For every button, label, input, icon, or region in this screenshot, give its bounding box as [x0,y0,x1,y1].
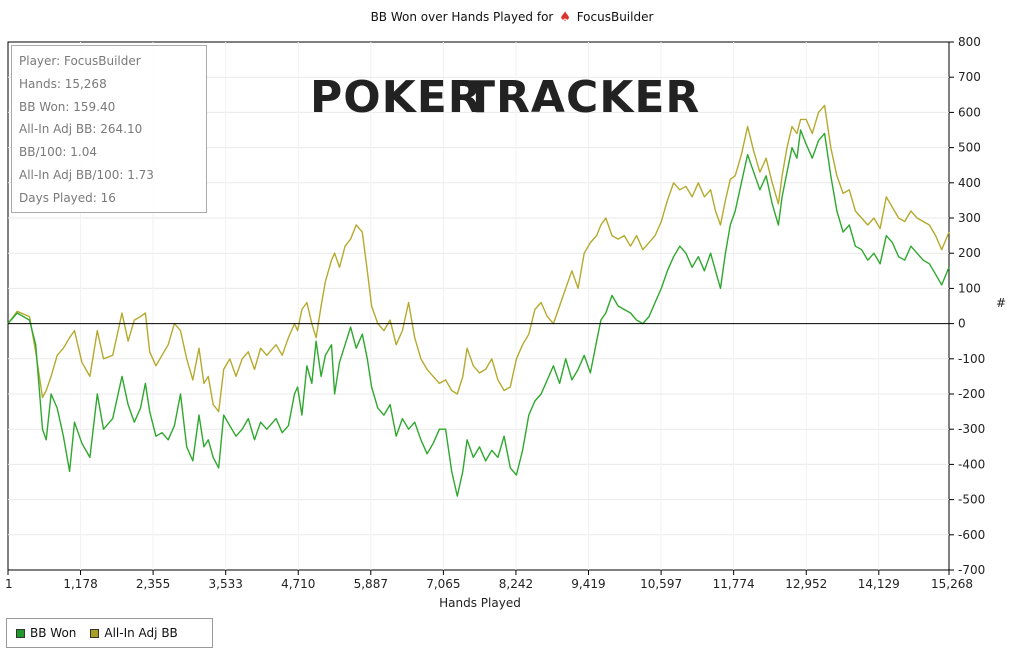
stats-box: Player: FocusBuilder Hands: 15,268 BB Wo… [11,45,207,213]
x-tick-label: 1,178 [63,577,97,591]
stat-days-played: Days Played: 16 [19,190,116,205]
y-tick-label: 800 [958,35,981,49]
spade-icon: ♠ [559,10,571,25]
legend-item-allin-adj-bb[interactable]: All-In Adj BB [90,626,178,640]
x-tick-label: 8,242 [499,577,533,591]
legend-label-allin-adj-bb: All-In Adj BB [104,626,178,640]
x-axis-label: Hands Played [439,596,521,610]
legend-swatch-allin-adj-bb [90,628,100,638]
y-tick-label: 300 [958,211,981,225]
x-tick-label: 9,419 [571,577,605,591]
y-tick-label: -200 [958,387,985,401]
y-tick-label: -700 [958,563,985,577]
series-line-all-in-adj-bb [7,104,950,413]
x-tick-label: 15,268 [931,577,973,591]
legend-label-bb-won: BB Won [30,626,77,640]
stat-allin-adj-bb: All-In Adj BB: 264.10 [19,122,143,137]
legend-item-bb-won[interactable]: BB Won [16,626,76,640]
y-tick-label: -400 [958,457,985,471]
y-tick-label: 700 [958,70,981,84]
chart-title: BB Won over Hands Played for ♠ FocusBuil… [0,10,1024,25]
series-layer [7,104,950,497]
x-tick-label: 14,129 [858,577,900,591]
y-tick-label: 100 [958,281,981,295]
legend: BB Won All-In Adj BB [6,618,213,648]
x-tick-label: 12,952 [785,577,827,591]
y-tick-label: 400 [958,176,981,190]
stat-allin-adj-bb-per-100: All-In Adj BB/100: 1.73 [19,167,154,182]
y-axis-label: # [996,296,1007,310]
legend-swatch-bb-won [16,628,25,638]
y-tick-label: -100 [958,352,985,366]
stat-bb-per-100: BB/100: 1.04 [19,145,97,160]
chart-title-player: FocusBuilder [576,10,654,24]
x-tick-label: 3,533 [209,577,243,591]
y-tick-label: 0 [958,317,966,331]
stat-bb-won: BB Won: 159.40 [19,99,116,114]
x-tick-label: 1 [5,577,13,591]
y-tick-label: 600 [958,105,981,119]
x-axis: 1 1,178 2,355 3,533 4,710 5,887 7,065 8,242 9,41… [5,570,973,591]
x-tick-label: 5,887 [354,577,388,591]
y-tick-label: -600 [958,528,985,542]
y-tick-label: 500 [958,141,981,155]
watermark-poker: POKER [310,72,483,123]
chart-title-prefix: BB Won over Hands Played for [370,10,554,24]
y-axis: 800 700 600 500 400 300 200 100 0 -100 -200 -300 -40… [949,35,985,577]
x-tick-label: 11,774 [713,577,755,591]
y-tick-label: -300 [958,422,985,436]
y-tick-label: -500 [958,493,985,507]
stat-player: Player: FocusBuilder [19,54,141,68]
stat-hands: Hands: 15,268 [19,76,107,91]
series-line-bb-won [7,129,950,497]
x-tick-label: 4,710 [281,577,315,591]
y-tick-label: 200 [958,246,981,260]
watermark-tracker: TRACKER [465,72,700,123]
x-tick-label: 10,597 [640,577,682,591]
grid-vertical [80,42,880,570]
x-tick-label: 2,355 [136,577,170,591]
x-tick-label: 7,065 [426,577,460,591]
